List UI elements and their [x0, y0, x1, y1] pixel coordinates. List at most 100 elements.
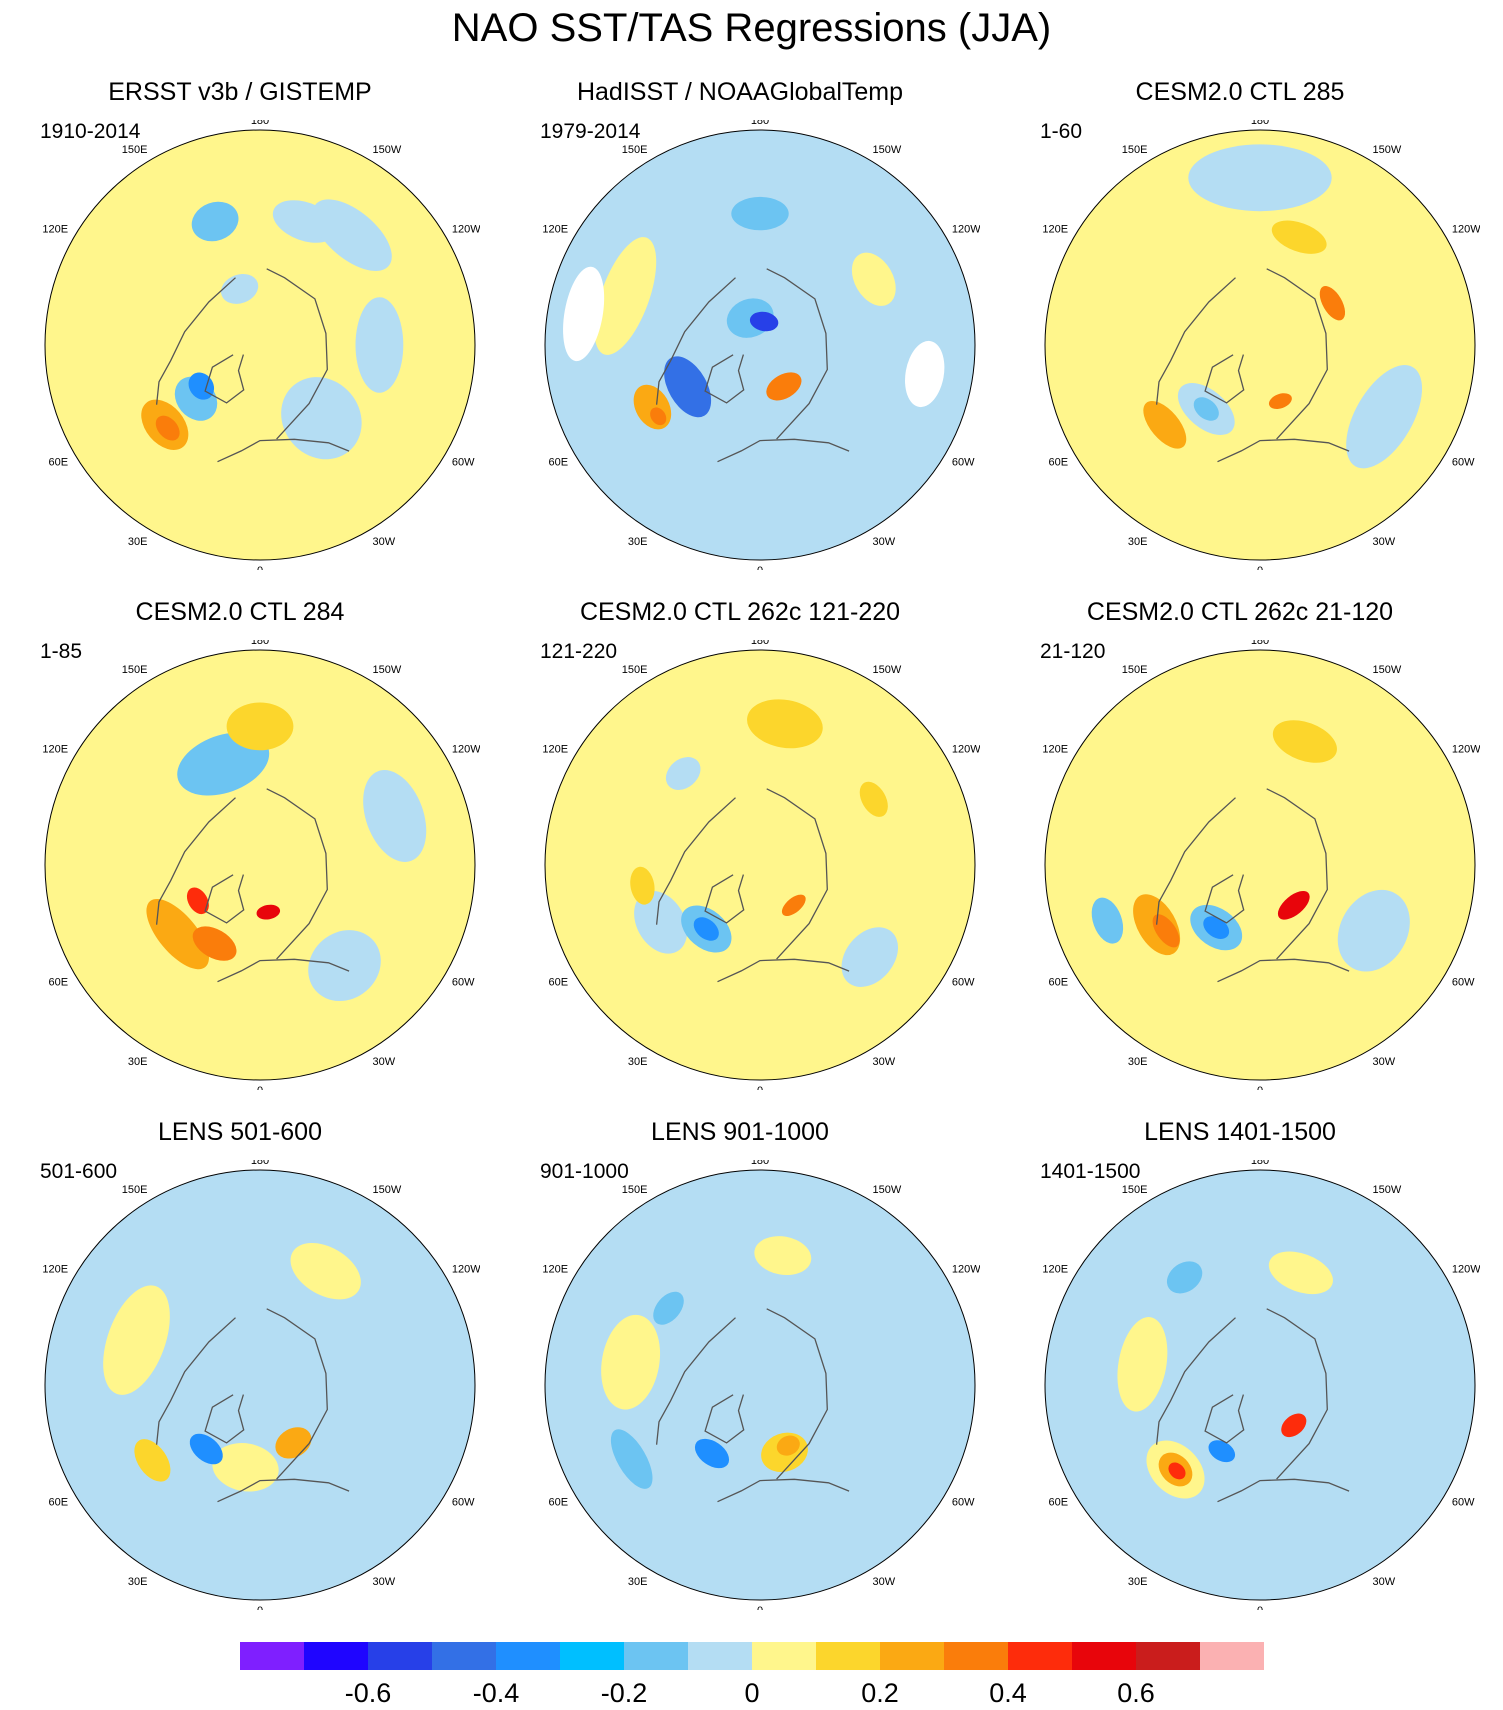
anomaly-region	[776, 1435, 800, 1456]
anomaly-region	[1281, 1413, 1307, 1438]
coastline	[266, 1308, 328, 1480]
coastline	[1204, 354, 1245, 404]
longitude-label: 0	[257, 1085, 263, 1090]
longitude-label: 180	[251, 640, 269, 647]
longitude-label: 150E	[622, 664, 648, 676]
coastline	[717, 1478, 850, 1503]
polar-map: 180150E120E90E60E30E030W60W90W120W150W	[542, 640, 980, 1090]
colorbar-swatch	[1072, 1642, 1136, 1670]
polar-map: 180150E120E90E60E30E030W60W90W120W150W	[1042, 120, 1480, 570]
field-background	[1045, 650, 1475, 1080]
anomaly-region	[650, 407, 667, 426]
longitude-label: 180	[1251, 640, 1269, 647]
period-label: 1-60	[1040, 120, 1083, 143]
coastline	[655, 277, 736, 405]
anomaly-region	[1268, 1251, 1333, 1295]
longitude-label: 0	[257, 1605, 263, 1610]
coastline	[1266, 1308, 1328, 1480]
anomaly-region	[256, 904, 281, 920]
colorbar-swatch	[816, 1642, 880, 1670]
colorbar-swatch	[368, 1642, 432, 1670]
colorbar-tick-label: -0.2	[601, 1678, 648, 1708]
coastline	[704, 874, 745, 924]
anomaly-region	[1337, 889, 1410, 972]
coastline	[155, 1317, 236, 1445]
colorbar-swatch	[944, 1642, 1008, 1670]
period-label: 1401-1500	[1040, 1160, 1141, 1183]
map-panel: LENS 501-600180150E120E90E60E30E030W60W9…	[0, 1116, 480, 1610]
longitude-label: 60W	[452, 457, 475, 469]
colorbar-swatch	[560, 1642, 624, 1670]
anomaly-region	[1168, 1462, 1186, 1480]
coastline	[717, 958, 850, 983]
colorbar-swatch	[1200, 1642, 1264, 1670]
coastline	[704, 354, 745, 404]
colorbar-tick-label: 0.4	[989, 1678, 1027, 1708]
anomaly-region	[186, 887, 209, 915]
longitude-label: 150E	[1122, 144, 1148, 156]
longitude-label: 60E	[549, 977, 569, 989]
colorbar-tick-label: 0.6	[1117, 1678, 1155, 1708]
coastline	[655, 797, 736, 925]
longitude-label: 150E	[122, 144, 148, 156]
longitude-label: 180	[751, 120, 769, 127]
anomaly-region	[1091, 897, 1124, 944]
map-border	[44, 1169, 476, 1601]
map-border	[544, 1169, 976, 1601]
colorbar-tick-label: -0.4	[473, 1678, 520, 1708]
map-panel: CESM2.0 CTL 285180150E120E90E60E30E030W6…	[1000, 76, 1480, 570]
colorbar-swatch	[624, 1642, 688, 1670]
anomaly-region	[1188, 144, 1332, 212]
longitude-label: 60E	[549, 1497, 569, 1509]
longitude-label: 120W	[452, 1264, 480, 1276]
coastline	[1155, 1317, 1236, 1445]
anomaly-region	[192, 926, 237, 961]
longitude-label: 150W	[1373, 144, 1402, 156]
longitude-label: 0	[257, 565, 263, 570]
longitude-label: 60E	[49, 457, 69, 469]
longitude-label: 0	[757, 1605, 763, 1610]
map-panel: LENS 901-1000180150E120E90E60E30E030W60W…	[500, 1116, 980, 1610]
polar-map: 180150E120E90E60E30E030W60W90W120W150W	[1042, 1160, 1480, 1610]
anomaly-region	[103, 1285, 170, 1395]
longitude-label: 150W	[873, 1184, 902, 1196]
anomaly-region	[601, 1314, 661, 1410]
longitude-label: 0	[1257, 1605, 1263, 1610]
longitude-label: 120E	[542, 744, 568, 756]
longitude-label: 60W	[1452, 1497, 1475, 1509]
anomaly-region	[610, 1429, 653, 1489]
map-panel: CESM2.0 CTL 262c 121-220180150E120E90E60…	[500, 596, 980, 1090]
coastline	[204, 1394, 245, 1444]
colorbar-swatch	[1136, 1642, 1200, 1670]
anomaly-region	[189, 1433, 223, 1465]
colorbar-swatch	[432, 1642, 496, 1670]
coastline	[204, 874, 245, 924]
longitude-label: 150E	[122, 664, 148, 676]
longitude-label: 180	[751, 1160, 769, 1167]
longitude-label: 30W	[1373, 1056, 1396, 1068]
longitude-label: 120W	[1452, 744, 1480, 756]
anomaly-region	[634, 891, 688, 954]
longitude-label: 0	[757, 565, 763, 570]
anomaly-region	[664, 356, 712, 418]
longitude-label: 150E	[1122, 664, 1148, 676]
anomaly-region	[749, 311, 779, 332]
colorbar-swatch	[752, 1642, 816, 1670]
longitude-label: 150W	[373, 1184, 402, 1196]
figure-title: NAO SST/TAS Regressions (JJA)	[451, 6, 1052, 50]
anomaly-region	[134, 1439, 171, 1482]
coastline	[1217, 958, 1350, 983]
anomaly-region	[766, 372, 802, 401]
longitude-label: 120E	[1042, 224, 1068, 236]
coastline	[655, 1317, 736, 1445]
map-panel: CESM2.0 CTL 262c 21-120180150E120E90E60E…	[1000, 596, 1480, 1090]
anomaly-region	[155, 415, 180, 441]
longitude-label: 30W	[873, 1576, 896, 1588]
anomaly-region	[1152, 914, 1180, 948]
anomaly-region	[191, 201, 239, 242]
longitude-label: 0	[757, 1085, 763, 1090]
longitude-label: 30W	[1373, 536, 1396, 548]
coastline	[155, 277, 236, 405]
longitude-label: 30W	[373, 1576, 396, 1588]
anomaly-region	[1193, 397, 1219, 421]
